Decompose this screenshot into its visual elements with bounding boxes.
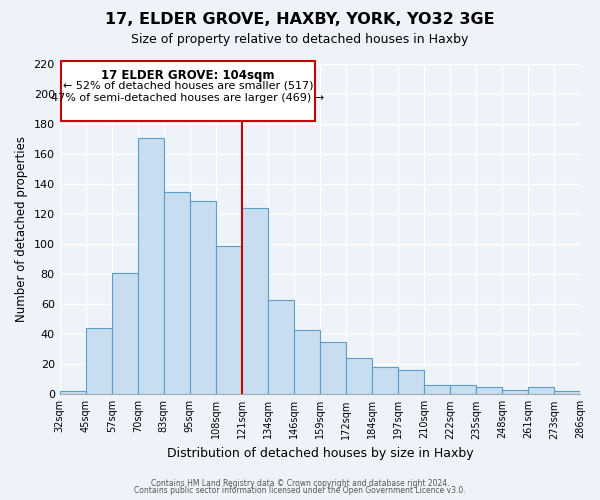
X-axis label: Distribution of detached houses by size in Haxby: Distribution of detached houses by size … bbox=[167, 447, 473, 460]
Bar bbox=[59, 392, 86, 394]
Text: ← 52% of detached houses are smaller (517): ← 52% of detached houses are smaller (51… bbox=[62, 80, 313, 90]
Bar bbox=[554, 392, 580, 394]
Y-axis label: Number of detached properties: Number of detached properties bbox=[15, 136, 28, 322]
Bar bbox=[528, 387, 554, 394]
Bar bbox=[372, 368, 398, 394]
Bar bbox=[424, 386, 450, 394]
Bar bbox=[398, 370, 424, 394]
Bar bbox=[476, 387, 502, 394]
Bar bbox=[502, 390, 528, 394]
Bar bbox=[86, 328, 112, 394]
Text: 17, ELDER GROVE, HAXBY, YORK, YO32 3GE: 17, ELDER GROVE, HAXBY, YORK, YO32 3GE bbox=[105, 12, 495, 28]
Bar bbox=[138, 138, 164, 394]
Text: Size of property relative to detached houses in Haxby: Size of property relative to detached ho… bbox=[131, 32, 469, 46]
Text: 47% of semi-detached houses are larger (469) →: 47% of semi-detached houses are larger (… bbox=[51, 92, 325, 102]
Text: Contains public sector information licensed under the Open Government Licence v3: Contains public sector information licen… bbox=[134, 486, 466, 495]
Bar bbox=[112, 272, 138, 394]
Text: Contains HM Land Registry data © Crown copyright and database right 2024.: Contains HM Land Registry data © Crown c… bbox=[151, 478, 449, 488]
FancyBboxPatch shape bbox=[61, 61, 314, 121]
Bar bbox=[294, 330, 320, 394]
Bar bbox=[164, 192, 190, 394]
Bar bbox=[450, 386, 476, 394]
Bar bbox=[242, 208, 268, 394]
Text: 17 ELDER GROVE: 104sqm: 17 ELDER GROVE: 104sqm bbox=[101, 68, 275, 82]
Bar bbox=[320, 342, 346, 394]
Bar bbox=[268, 300, 294, 394]
Bar bbox=[190, 200, 216, 394]
Bar bbox=[346, 358, 372, 394]
Bar bbox=[216, 246, 242, 394]
